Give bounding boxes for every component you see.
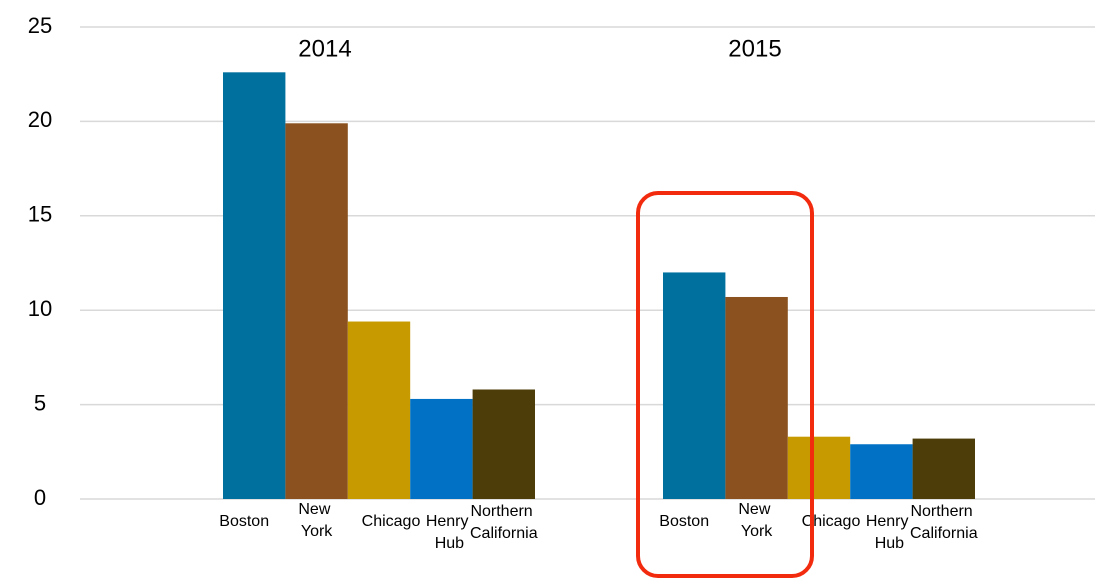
y-tick-label: 0 [34, 485, 46, 510]
group-title: 2015 [728, 35, 781, 62]
bar-label: Chicago [362, 513, 421, 530]
bar [663, 272, 726, 499]
bar [725, 296, 788, 499]
y-tick-label: 25 [28, 13, 52, 38]
bar-label: Northern California [470, 503, 538, 542]
bar [410, 398, 473, 499]
bar-label: New York [298, 501, 334, 540]
bar [912, 438, 975, 499]
bar-label: Henry Hub [866, 513, 913, 552]
highlight-box [636, 191, 814, 578]
bar-label: Henry Hub [426, 513, 473, 552]
bar [472, 389, 535, 499]
bar-label: Chicago [802, 513, 861, 530]
bar [850, 444, 913, 499]
bar [787, 436, 851, 499]
bar [347, 321, 411, 499]
group-title: 2014 [298, 35, 351, 62]
bar-label: Boston [659, 513, 709, 530]
y-tick-label: 20 [28, 107, 52, 132]
bar-label: Boston [219, 513, 269, 530]
bar-label: Northern California [910, 503, 978, 542]
y-tick-label: 15 [28, 202, 52, 227]
y-tick-label: 10 [28, 296, 52, 321]
bar [223, 72, 286, 499]
bar [285, 123, 348, 500]
bar-label: New York [738, 501, 774, 540]
y-tick-label: 5 [34, 390, 46, 415]
